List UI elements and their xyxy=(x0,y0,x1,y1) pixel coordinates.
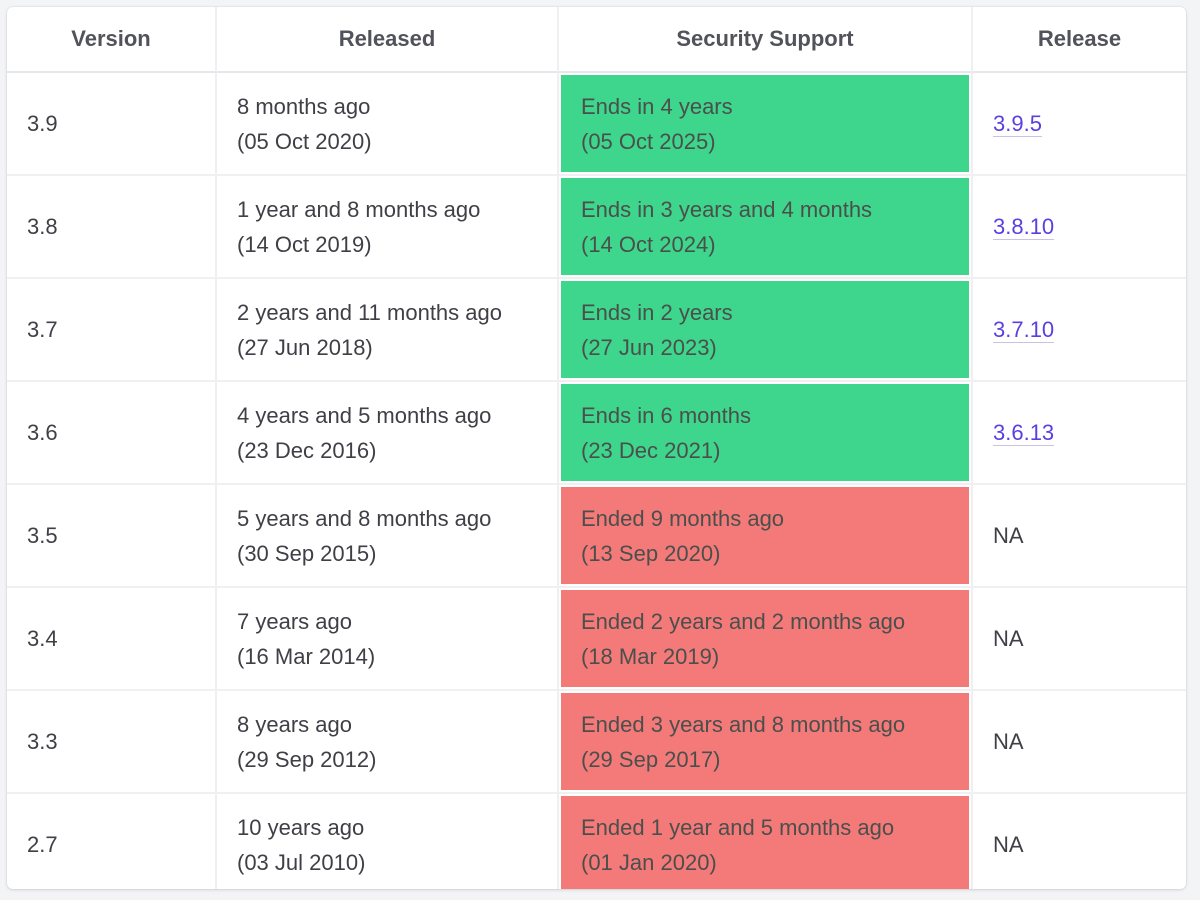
security-support-column-header[interactable]: Security Support xyxy=(559,7,973,73)
released-relative-text: 4 years and 5 months ago xyxy=(237,402,492,428)
security-supported-badge: Ends in 2 years (27 Jun 2023) xyxy=(561,281,969,378)
release-column-header[interactable]: Release xyxy=(973,7,1186,73)
released-date-text: (27 Jun 2018) xyxy=(237,334,373,360)
release-table: Version Released Security Support Releas… xyxy=(7,7,1186,889)
latest-release-cell: NA xyxy=(973,588,1186,691)
table-row-3-7: 3.7 2 years and 11 months ago (27 Jun 20… xyxy=(7,279,1186,382)
latest-release-cell: 3.8.10 xyxy=(973,176,1186,279)
release-link[interactable]: 3.6.13 xyxy=(993,420,1055,446)
version-cell: 3.9 xyxy=(7,73,217,176)
security-end-date-text: (23 Dec 2021) xyxy=(581,437,721,463)
security-status-text: Ended 1 year and 5 months ago xyxy=(581,814,895,840)
table-row-3-5: 3.5 5 years and 8 months ago (30 Sep 201… xyxy=(7,485,1186,588)
released-relative-text: 8 months ago xyxy=(237,93,371,119)
release-link[interactable]: 3.9.5 xyxy=(993,111,1042,137)
security-support-cell: Ended 9 months ago (13 Sep 2020) xyxy=(559,485,973,588)
latest-release-cell: NA xyxy=(973,485,1186,588)
released-date-text: (23 Dec 2016) xyxy=(237,437,377,463)
release-link[interactable]: 3.8.10 xyxy=(993,214,1055,240)
released-date-text: (30 Sep 2015) xyxy=(237,540,377,566)
security-end-date-text: (29 Sep 2017) xyxy=(581,746,721,772)
security-status-text: Ended 3 years and 8 months ago xyxy=(581,711,906,737)
released-cell: 4 years and 5 months ago (23 Dec 2016) xyxy=(217,382,559,485)
table-row-2-7: 2.7 10 years ago (03 Jul 2010) Ended 1 y… xyxy=(7,794,1186,889)
table-row-3-4: 3.4 7 years ago (16 Mar 2014) Ended 2 ye… xyxy=(7,588,1186,691)
latest-release-cell: 3.6.13 xyxy=(973,382,1186,485)
released-date-text: (14 Oct 2019) xyxy=(237,231,372,257)
table-row-3-8: 3.8 1 year and 8 months ago (14 Oct 2019… xyxy=(7,176,1186,279)
version-cell: 3.6 xyxy=(7,382,217,485)
released-relative-text: 8 years ago xyxy=(237,711,352,737)
released-cell: 8 years ago (29 Sep 2012) xyxy=(217,691,559,794)
security-end-date-text: (01 Jan 2020) xyxy=(581,849,717,875)
latest-release-cell: 3.7.10 xyxy=(973,279,1186,382)
security-supported-badge: Ends in 4 years (05 Oct 2025) xyxy=(561,75,969,172)
security-support-cell: Ended 1 year and 5 months ago (01 Jan 20… xyxy=(559,794,973,889)
security-support-cell: Ends in 2 years (27 Jun 2023) xyxy=(559,279,973,382)
latest-release-cell: 3.9.5 xyxy=(973,73,1186,176)
security-status-text: Ended 2 years and 2 months ago xyxy=(581,608,906,634)
security-support-cell: Ends in 6 months (23 Dec 2021) xyxy=(559,382,973,485)
release-na-text: NA xyxy=(993,832,1024,857)
security-status-text: Ends in 3 years and 4 months xyxy=(581,196,873,222)
security-end-date-text: (14 Oct 2024) xyxy=(581,231,716,257)
security-end-date-text: (18 Mar 2019) xyxy=(581,643,720,669)
released-date-text: (29 Sep 2012) xyxy=(237,746,377,772)
release-na-text: NA xyxy=(993,626,1024,651)
security-end-date-text: (13 Sep 2020) xyxy=(581,540,721,566)
security-ended-badge: Ended 3 years and 8 months ago (29 Sep 2… xyxy=(561,693,969,790)
security-ended-badge: Ended 1 year and 5 months ago (01 Jan 20… xyxy=(561,796,969,889)
released-cell: 5 years and 8 months ago (30 Sep 2015) xyxy=(217,485,559,588)
security-status-text: Ends in 2 years xyxy=(581,299,733,325)
latest-release-cell: NA xyxy=(973,794,1186,889)
released-date-text: (03 Jul 2010) xyxy=(237,849,366,875)
released-relative-text: 5 years and 8 months ago xyxy=(237,505,492,531)
released-relative-text: 1 year and 8 months ago xyxy=(237,196,481,222)
table-row-3-3: 3.3 8 years ago (29 Sep 2012) Ended 3 ye… xyxy=(7,691,1186,794)
released-relative-text: 2 years and 11 months ago xyxy=(237,299,502,325)
table-row-3-9: 3.9 8 months ago (05 Oct 2020) Ends in 4… xyxy=(7,73,1186,176)
released-column-header[interactable]: Released xyxy=(217,7,559,73)
released-cell: 8 months ago (05 Oct 2020) xyxy=(217,73,559,176)
released-date-text: (16 Mar 2014) xyxy=(237,643,376,669)
security-supported-badge: Ends in 3 years and 4 months (14 Oct 202… xyxy=(561,178,969,275)
version-cell: 3.4 xyxy=(7,588,217,691)
released-date-text: (05 Oct 2020) xyxy=(237,128,372,154)
security-status-text: Ended 9 months ago xyxy=(581,505,785,531)
release-na-text: NA xyxy=(993,729,1024,754)
table-row-3-6: 3.6 4 years and 5 months ago (23 Dec 201… xyxy=(7,382,1186,485)
version-cell: 3.5 xyxy=(7,485,217,588)
security-support-cell: Ends in 4 years (05 Oct 2025) xyxy=(559,73,973,176)
released-cell: 2 years and 11 months ago (27 Jun 2018) xyxy=(217,279,559,382)
security-supported-badge: Ends in 6 months (23 Dec 2021) xyxy=(561,384,969,481)
released-cell: 7 years ago (16 Mar 2014) xyxy=(217,588,559,691)
security-ended-badge: Ended 9 months ago (13 Sep 2020) xyxy=(561,487,969,584)
security-support-cell: Ended 3 years and 8 months ago (29 Sep 2… xyxy=(559,691,973,794)
version-cell: 2.7 xyxy=(7,794,217,889)
version-cell: 3.3 xyxy=(7,691,217,794)
release-table-card: Version Released Security Support Releas… xyxy=(7,7,1186,889)
release-na-text: NA xyxy=(993,523,1024,548)
released-cell: 10 years ago (03 Jul 2010) xyxy=(217,794,559,889)
security-end-date-text: (05 Oct 2025) xyxy=(581,128,716,154)
security-support-cell: Ended 2 years and 2 months ago (18 Mar 2… xyxy=(559,588,973,691)
table-header-row: Version Released Security Support Releas… xyxy=(7,7,1186,73)
security-ended-badge: Ended 2 years and 2 months ago (18 Mar 2… xyxy=(561,590,969,687)
security-support-cell: Ends in 3 years and 4 months (14 Oct 202… xyxy=(559,176,973,279)
latest-release-cell: NA xyxy=(973,691,1186,794)
version-cell: 3.7 xyxy=(7,279,217,382)
release-link[interactable]: 3.7.10 xyxy=(993,317,1055,343)
security-end-date-text: (27 Jun 2023) xyxy=(581,334,717,360)
released-relative-text: 7 years ago xyxy=(237,608,352,634)
released-cell: 1 year and 8 months ago (14 Oct 2019) xyxy=(217,176,559,279)
version-column-header[interactable]: Version xyxy=(7,7,217,73)
released-relative-text: 10 years ago xyxy=(237,814,365,840)
version-cell: 3.8 xyxy=(7,176,217,279)
security-status-text: Ends in 4 years xyxy=(581,93,733,119)
security-status-text: Ends in 6 months xyxy=(581,402,751,428)
